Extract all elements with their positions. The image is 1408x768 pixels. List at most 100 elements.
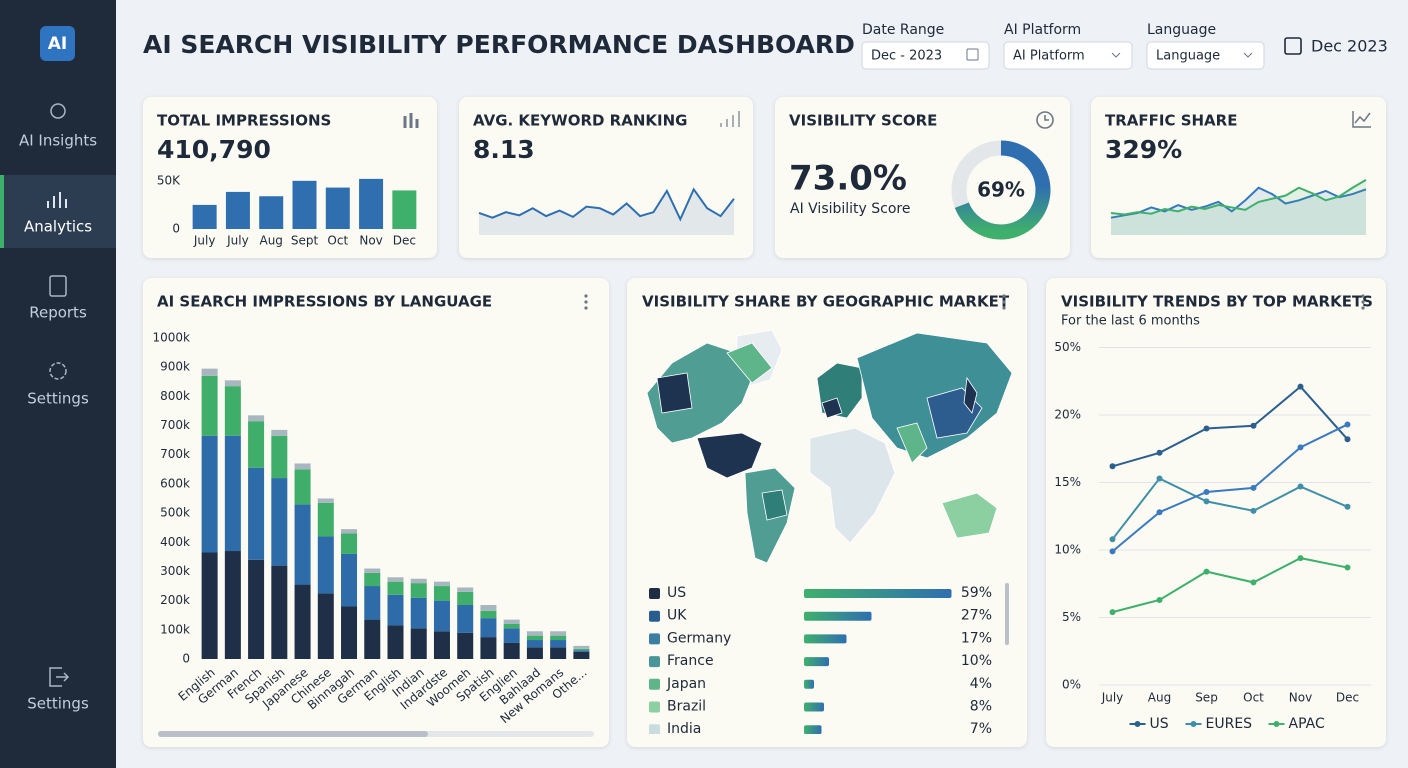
point [1203, 425, 1210, 432]
menu-icon[interactable] [1002, 294, 1006, 310]
menu-icon[interactable] [1361, 294, 1365, 310]
bar-segment [573, 645, 590, 649]
y-tick-label: 700k [160, 447, 190, 461]
nav-label[interactable]: Reports [29, 304, 87, 322]
bar [804, 589, 952, 598]
market-list: US 59% UK 27% Germany 17% France 10% Japan 4% Braz… [649, 585, 992, 734]
nav-label[interactable]: Settings [27, 390, 89, 408]
legend-swatch [649, 633, 660, 645]
kpi-chart: TRAFFIC SHARE 329% [1105, 111, 1371, 235]
bar-segment [271, 565, 288, 659]
point [1109, 609, 1116, 616]
bar [225, 191, 250, 229]
kpi-card: TOTAL IMPRESSIONS 410,790 0 50K July July Au… [143, 97, 437, 258]
nav-item[interactable]: Settings [27, 667, 89, 713]
calendar-icon [1284, 37, 1302, 55]
scroll-thumb[interactable] [1005, 583, 1009, 645]
x-tick-label: Dec [393, 234, 416, 248]
date: Dec 2023 [1311, 37, 1388, 56]
point [1344, 421, 1351, 428]
x-tick-label: July [1101, 691, 1124, 705]
kpi-chart: AVG. KEYWORD RANKING 8.13 [473, 111, 740, 235]
bar-segment [317, 502, 334, 537]
kpi-title: AVG. KEYWORD RANKING [473, 112, 687, 130]
market-label: France [667, 653, 714, 669]
bar-segment [294, 469, 311, 505]
bar-segment [271, 478, 288, 566]
bar-segment [364, 619, 381, 659]
line [1110, 179, 1367, 216]
world-map [646, 329, 1013, 564]
nav-item[interactable]: Analytics [24, 192, 92, 236]
icon [1044, 115, 1049, 121]
bar-segment [550, 640, 567, 648]
filter-value[interactable]: Language [1156, 49, 1220, 64]
y-tick-label: 400k [160, 535, 190, 549]
legend-marker [1190, 721, 1197, 727]
filter-select[interactable] [1146, 41, 1265, 70]
x-tick-label: Sept [291, 234, 319, 248]
point [1156, 509, 1163, 516]
legend-label: APAC [1289, 716, 1325, 732]
bar-segment [573, 651, 590, 659]
value-label: 4% [970, 676, 992, 692]
chart-card: VISIBILITY TRENDS BY TOP MARKETS For the… [1046, 278, 1386, 747]
kpi-chart: VISIBILITY SCORE 73.0% AI Visibility Sco… [789, 111, 1054, 240]
filter-value[interactable]: AI Platform [1013, 49, 1085, 64]
nav-label[interactable]: AI Insights [19, 132, 97, 150]
bar-segment [503, 619, 520, 624]
y-tick-label: 5% [1062, 610, 1081, 624]
bar-segment [526, 631, 543, 636]
bar-segment [248, 467, 265, 560]
scroll-thumb[interactable] [158, 731, 428, 737]
filter-label: Date Range [862, 22, 944, 38]
bar-segment [433, 600, 450, 632]
legend-swatch [649, 656, 660, 668]
kpi-chart: TOTAL IMPRESSIONS 410,790 0 50K July July Au… [157, 112, 419, 248]
bar-segment [433, 586, 450, 601]
kpi-value: 329% [1105, 135, 1182, 164]
bar-segment [364, 572, 381, 587]
bar-segment [224, 380, 241, 387]
point [1344, 564, 1351, 571]
chart-subtitle: For the last 6 months [1061, 314, 1200, 329]
bar-segment [201, 435, 218, 553]
filter-select[interactable] [861, 41, 990, 70]
bar [259, 196, 284, 229]
legend-swatch [649, 588, 660, 599]
legend-swatch [649, 610, 660, 622]
bar-segment [387, 594, 404, 626]
nav-label[interactable]: Analytics [24, 218, 92, 236]
menu-icon[interactable] [584, 294, 588, 310]
point [1109, 536, 1116, 543]
value-label: 27% [961, 608, 992, 624]
filter-select[interactable] [1003, 41, 1133, 70]
bar [804, 679, 814, 689]
bar [804, 611, 872, 621]
x-tick-label: Sep [1195, 691, 1218, 705]
nav-item[interactable]: AI Insights [19, 103, 97, 150]
bar-segment [248, 415, 265, 422]
chart-title: AI SEARCH IMPRESSIONS BY LANGUAGE [157, 293, 492, 311]
bar-segment [457, 632, 474, 659]
kpi-card: VISIBILITY SCORE 73.0% AI Visibility Sco… [775, 97, 1070, 258]
bar-segment [480, 610, 497, 619]
bar-segment [341, 606, 358, 659]
filter-value[interactable]: Dec - 2023 [871, 49, 942, 64]
donut-arc [951, 140, 1051, 240]
y-tick-label: 1000k [153, 331, 191, 345]
nav-label[interactable]: Settings [27, 695, 89, 713]
kpi-value: 410,790 [157, 135, 271, 164]
bar [804, 657, 829, 667]
x-tick-label: Oct [327, 234, 348, 248]
bar-segment [201, 368, 218, 376]
bar-segment [410, 628, 427, 659]
nav-item[interactable]: Reports [29, 275, 87, 322]
market-chart: VISIBILITY SHARE BY GEOGRAPHIC MARKET US… [642, 293, 1013, 734]
bar-segment [410, 597, 427, 629]
x-tick-label: Nov [359, 234, 382, 248]
nav-item[interactable]: Settings [27, 362, 89, 408]
legend-swatch [649, 678, 660, 690]
